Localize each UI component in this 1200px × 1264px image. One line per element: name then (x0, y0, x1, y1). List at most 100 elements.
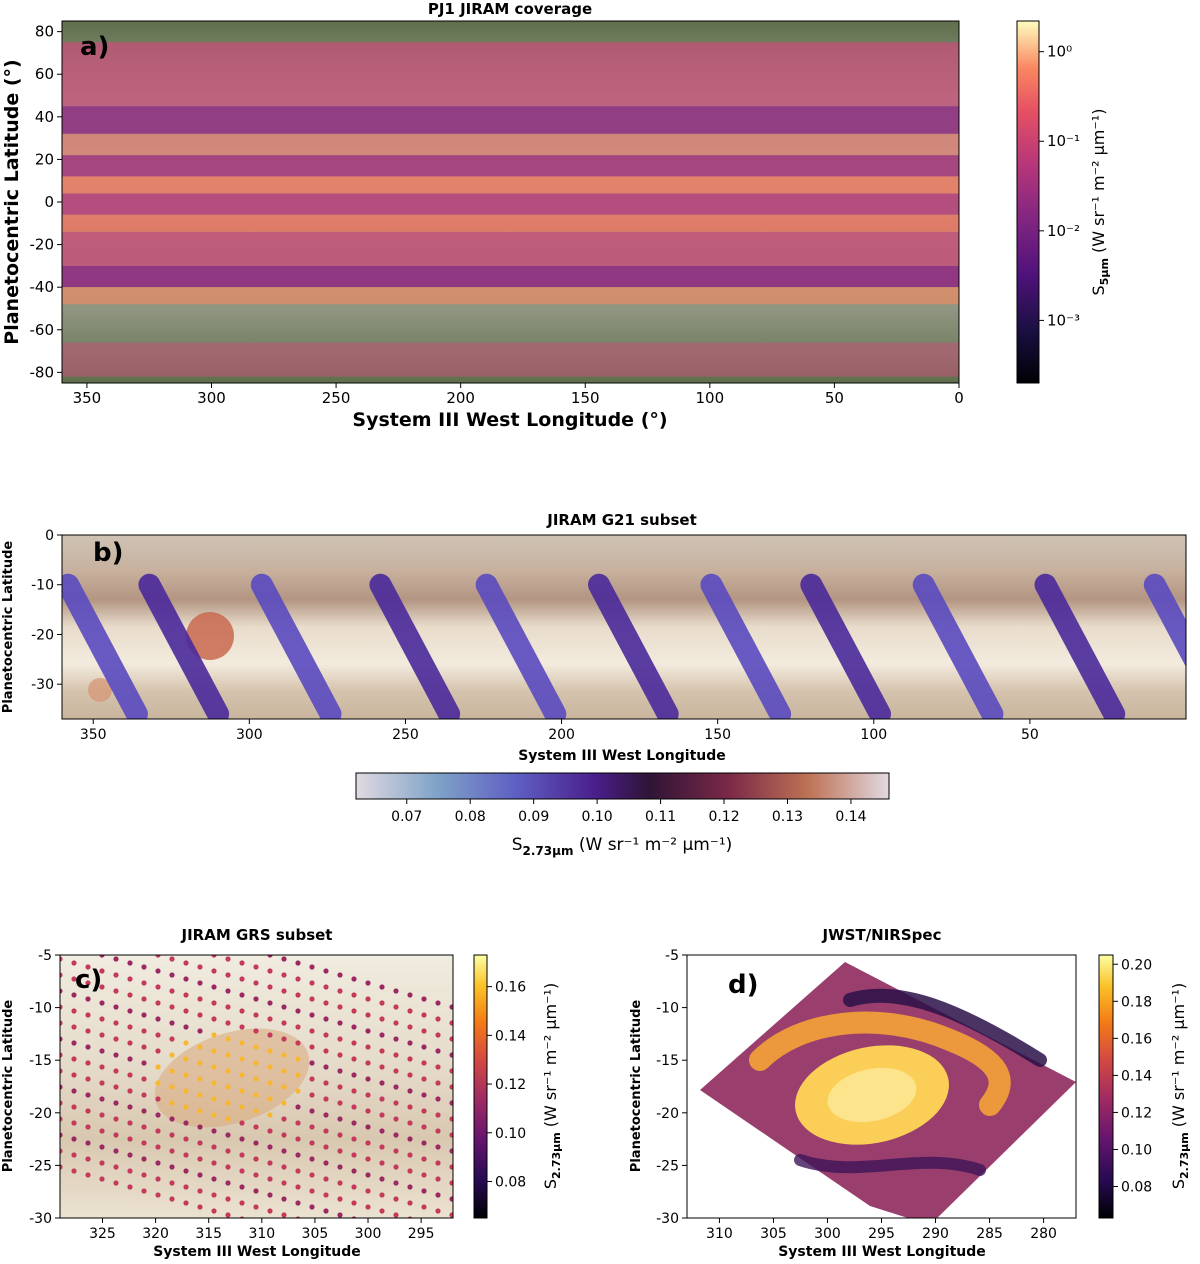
panel-c-point (225, 1004, 231, 1010)
panel-b-colorbar-tick-label: 0.08 (455, 809, 486, 825)
panel-c-point (99, 1016, 105, 1022)
panel-a-colorbar-tick-label: 10⁻¹ (1047, 132, 1080, 150)
panel-c-x-tick-label: 325 (89, 1226, 116, 1242)
panel-a-x-tick-label: 250 (322, 389, 351, 407)
panel-c-point (183, 1136, 189, 1142)
panel-d-chart: JWST/NIRSpec d) 310 305 300 295 290 285 280 -5… (629, 926, 1191, 1260)
panel-c-point (60, 1116, 63, 1122)
panel-a-ylabel: Planetocentric Latitude (°) (1, 59, 23, 344)
panel-b-scan-strip (588, 573, 679, 719)
panel-c-point (239, 1072, 245, 1078)
panel-c-point (183, 1184, 189, 1190)
panel-c-point (421, 1028, 427, 1034)
panel-b-frame (61, 534, 1187, 720)
panel-c-point (253, 1028, 259, 1034)
panel-c-point (309, 1204, 315, 1210)
panel-c-point (393, 988, 399, 994)
panel-a-radiance-bands (62, 42, 959, 377)
panel-c-point (60, 1132, 63, 1138)
panel-c-letter: c) (75, 965, 102, 995)
panel-c-point (85, 1156, 91, 1162)
panel-b-y-tick-label: -10 (31, 578, 54, 594)
panel-c-point (155, 1160, 161, 1166)
panel-c-point (225, 1212, 231, 1218)
panel-c-point (141, 1156, 147, 1162)
panel-d-colorbar-tick-label: 0.12 (1121, 1105, 1152, 1121)
panel-d-dark-band-south (794, 1154, 986, 1176)
panel-c-point (141, 948, 146, 953)
panel-c-point (393, 1116, 399, 1122)
panel-c-point (183, 992, 189, 998)
panel-c-point (113, 1084, 119, 1090)
panel-d-xlabel: System III West Longitude (778, 1244, 986, 1260)
panel-c-colorbar-tick-label: 0.12 (495, 1077, 526, 1093)
panel-b-y-ticks: 0 -10 -20 -30 (31, 528, 62, 693)
panel-c-point (169, 1132, 175, 1138)
panel-c-point (421, 1092, 427, 1098)
panel-c-point (351, 976, 357, 982)
panel-d-x-tick-label: 310 (706, 1226, 733, 1242)
panel-c-point (183, 1072, 189, 1078)
panel-c-point (295, 992, 301, 998)
panel-c-point (295, 1088, 301, 1094)
panel-c-y-tick-label: -20 (29, 1106, 52, 1122)
panel-c-point (407, 1040, 413, 1046)
panel-c-point (211, 1208, 217, 1214)
panel-c-point (155, 984, 161, 990)
panel-d-dark-band-north (843, 988, 1047, 1067)
panel-c-point (309, 1092, 315, 1098)
panel-c-point (127, 1024, 133, 1030)
panel-c-point (393, 1004, 399, 1010)
panel-a-band (62, 265, 959, 288)
panel-c-point (99, 1160, 105, 1166)
panel-c-point (211, 1192, 217, 1198)
panel-c-point (463, 1088, 468, 1093)
panel-c-colorbar-ticks: 0.08 0.10 0.12 0.14 0.16 (487, 980, 526, 1190)
panel-d-y-tick-label: -20 (656, 1106, 679, 1122)
panel-b-scan-strip (700, 573, 792, 719)
panel-c-point (113, 1164, 119, 1170)
panel-c-point (99, 1144, 105, 1150)
panel-c-point (267, 1160, 273, 1166)
panel-c-point (85, 1108, 91, 1114)
panel-c-points (60, 948, 468, 1218)
panel-b-scan-strip (1034, 573, 1126, 719)
panel-c-point (141, 1124, 147, 1130)
panel-c-point (197, 964, 203, 970)
panel-c-point (309, 1012, 315, 1018)
panel-c-point (379, 984, 385, 990)
panel-c-point (379, 1080, 385, 1086)
panel-c-point (421, 1204, 427, 1210)
panel-c-point (379, 1032, 385, 1038)
panel-c-point (267, 1096, 273, 1102)
panel-c-point (239, 1152, 245, 1158)
panel-c-point (323, 1176, 329, 1182)
panel-c-xlabel: System III West Longitude (153, 1244, 361, 1260)
panel-c-point (85, 964, 91, 970)
panel-c-point (197, 980, 203, 986)
panel-c-point (295, 1184, 301, 1190)
panel-c-point (393, 1180, 399, 1186)
panel-c-point (99, 968, 105, 974)
panel-c-point (407, 1200, 413, 1206)
panel-b-scan-strip (138, 573, 230, 719)
panel-d-plot-area (700, 962, 1076, 1218)
panel-c-point (393, 1100, 399, 1106)
panel-c-point (141, 996, 147, 1002)
panel-c-point (309, 980, 315, 986)
panel-b-scan-strip (912, 573, 1004, 719)
panel-c-point (323, 1112, 329, 1118)
panel-c-point (85, 1060, 91, 1066)
panel-c-point (169, 1196, 175, 1202)
panel-c-point (183, 1040, 189, 1046)
panel-d-y-tick-label: -10 (656, 1001, 679, 1017)
panel-c-point (183, 1008, 189, 1014)
panel-c-point (379, 1096, 385, 1102)
panel-a-y-tick-label: -80 (30, 363, 55, 381)
panel-c-point (337, 1068, 343, 1074)
panel-d-title: JWST/NIRSpec (822, 926, 942, 944)
panel-c-point (155, 1112, 161, 1118)
panel-b-colorbar-tick-label: 0.12 (708, 809, 739, 825)
panel-c-point (155, 1080, 161, 1086)
panel-a-letter: a) (80, 32, 109, 62)
